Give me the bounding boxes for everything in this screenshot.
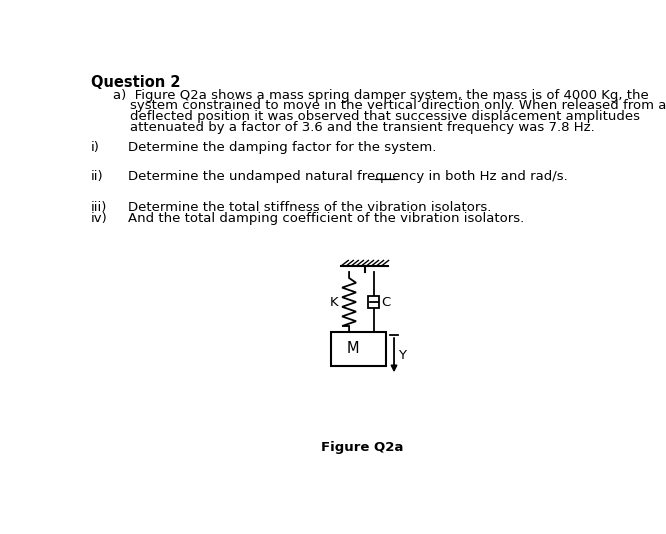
Text: Determine the damping factor for the system.: Determine the damping factor for the sys… <box>128 141 437 154</box>
Bar <box>331 332 386 366</box>
Text: deflected position it was observed that successive displacement amplitudes: deflected position it was observed that … <box>130 111 640 123</box>
Bar <box>368 296 380 308</box>
Text: Determine the undamped natural frequency in both Hz and rad/s.: Determine the undamped natural frequency… <box>128 170 568 183</box>
Text: And the total damping coefficient of the vibration isolators.: And the total damping coefficient of the… <box>128 212 524 225</box>
Text: i): i) <box>91 141 100 154</box>
Text: system constrained to move in the vertical direction only. When released from a: system constrained to move in the vertic… <box>130 99 666 113</box>
Text: Question 2: Question 2 <box>91 75 180 90</box>
Text: Y: Y <box>398 349 406 362</box>
Text: Determine the undamped natural frequency in: Determine the undamped natural frequency… <box>128 170 445 183</box>
Text: Determine the total stiffness of the vibration isolators.: Determine the total stiffness of the vib… <box>128 201 492 214</box>
Text: Figure Q2a: Figure Q2a <box>321 442 404 454</box>
Text: both: both <box>128 170 159 183</box>
Text: iv): iv) <box>91 212 108 225</box>
Text: M: M <box>347 341 359 357</box>
Text: a)  Figure Q2a shows a mass spring damper system, the mass is of 4000 Kg, the: a) Figure Q2a shows a mass spring damper… <box>113 89 649 101</box>
Text: ii): ii) <box>91 170 104 183</box>
Text: attenuated by a factor of 3.6 and the transient frequency was 7.8 Hz.: attenuated by a factor of 3.6 and the tr… <box>130 121 595 134</box>
Text: C: C <box>381 295 390 309</box>
Text: iii): iii) <box>91 201 107 214</box>
Text: K: K <box>330 295 338 309</box>
